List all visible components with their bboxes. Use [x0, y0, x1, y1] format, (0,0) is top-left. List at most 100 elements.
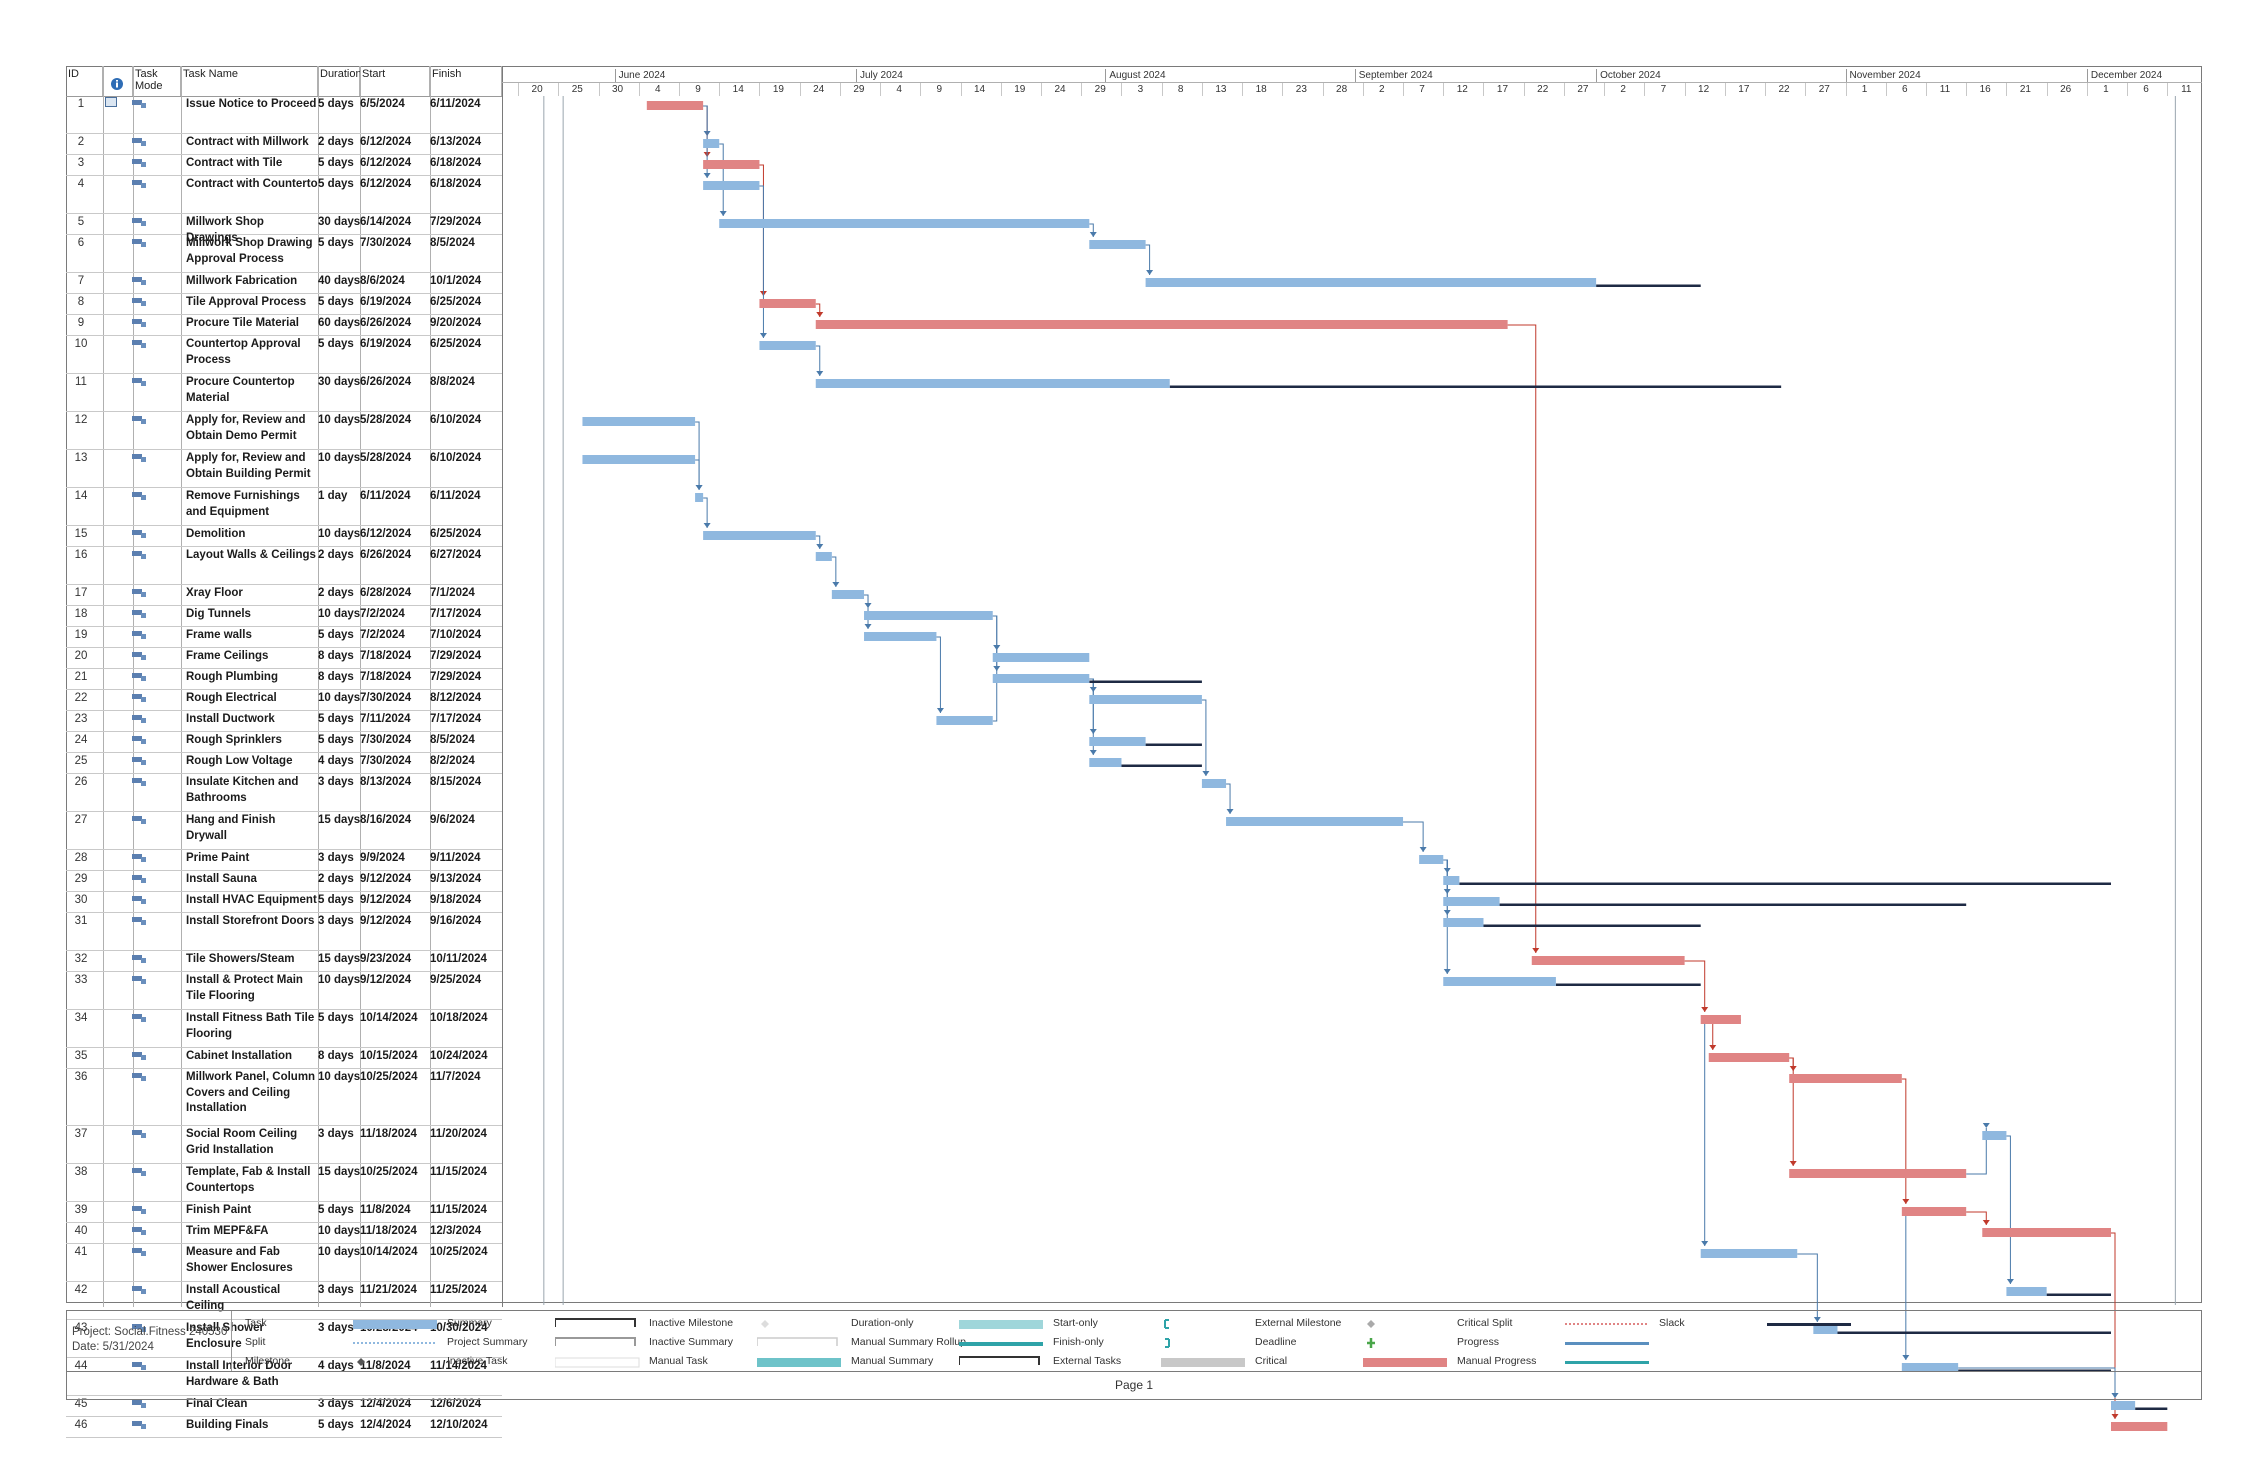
col-header-duration[interactable]: Duration — [318, 66, 362, 96]
task-finish: 9/16/2024 — [430, 915, 482, 927]
table-row[interactable]: 20 Frame Ceilings 8 days 7/18/2024 7/29/2024 — [66, 648, 502, 669]
auto-schedule-icon — [132, 1247, 146, 1256]
table-row[interactable]: 21 Rough Plumbing 8 days 7/18/2024 7/29/2024 — [66, 669, 502, 690]
table-row[interactable]: 15 Demolition 10 days 6/12/2024 6/25/2024 — [66, 526, 502, 547]
legend-label: Inactive Task — [447, 1355, 508, 1367]
col-header-task-name[interactable]: Task Name — [181, 66, 318, 96]
table-row[interactable]: 16 Layout Walls & Ceilings 2 days 6/26/2024… — [66, 547, 502, 585]
table-row[interactable]: 28 Prime Paint 3 days 9/9/2024 9/11/2024 — [66, 850, 502, 871]
table-row[interactable]: 11 Procure Countertop Material 30 days 6/26… — [66, 374, 502, 412]
col-header-id[interactable]: ID — [66, 66, 103, 96]
table-row[interactable]: 33 Install & Protect Main Tile Flooring 10… — [66, 972, 502, 1010]
auto-schedule-icon — [132, 529, 146, 538]
task-name: Rough Electrical — [186, 692, 277, 704]
table-row[interactable]: 12 Apply for, Review and Obtain Demo Perm… — [66, 412, 502, 450]
task-finish: 11/7/2024 — [430, 1071, 481, 1083]
task-id: 34 — [74, 1012, 88, 1024]
task-finish: 9/13/2024 — [430, 873, 482, 885]
table-row[interactable]: 42 Install Acoustical Ceiling 3 days 11/21/… — [66, 1282, 502, 1320]
table-row[interactable]: 6 Millwork Shop Drawing Approval Process 5… — [66, 235, 502, 273]
task-name: Procure Tile Material — [186, 317, 299, 329]
table-row[interactable]: 10 Countertop Approval Process 5 days 6/19/… — [66, 336, 502, 374]
legend-swatch — [1367, 1320, 1375, 1328]
table-row[interactable]: 1 Issue Notice to Proceed 5 days 6/5/2024 6/… — [66, 96, 502, 134]
table-row[interactable]: 44 Install Interior Door Hardware & Bath 4… — [66, 1358, 502, 1396]
table-row[interactable]: 34 Install Fitness Bath Tile Flooring 5 da… — [66, 1010, 502, 1048]
legend-swatch — [357, 1358, 365, 1366]
timescale-month: August 2024 — [1105, 69, 1166, 82]
grid-line — [502, 66, 503, 1307]
notes-indicator-icon[interactable] — [105, 97, 117, 107]
timescale-day: 25 — [558, 83, 595, 96]
col-header-indicators[interactable] — [103, 66, 133, 96]
table-row[interactable]: 24 Rough Sprinklers 5 days 7/30/2024 8/5/202… — [66, 732, 502, 753]
table-row[interactable]: 7 Millwork Fabrication 40 days 8/6/2024 10/1… — [66, 273, 502, 294]
table-row[interactable]: 23 Install Ductwork 5 days 7/11/2024 7/17/20… — [66, 711, 502, 732]
task-bar — [1089, 758, 1122, 767]
table-row[interactable]: 38 Template, Fab & Install Countertops 15 … — [66, 1164, 502, 1202]
task-start: 6/12/2024 — [360, 178, 412, 190]
table-row[interactable]: 40 Trim MEPF&FA 10 days 11/18/2024 12/3/2024 — [66, 1223, 502, 1244]
table-row[interactable]: 5 Millwork Shop Drawings 30 days 6/14/2024 7… — [66, 214, 502, 244]
legend-swatch — [1164, 1319, 1169, 1329]
legend-label: Task — [245, 1317, 267, 1329]
task-id: 27 — [74, 814, 88, 826]
col-header-start[interactable]: Start — [360, 66, 430, 96]
table-row[interactable]: 18 Dig Tunnels 10 days 7/2/2024 7/17/2024 — [66, 606, 502, 627]
table-row[interactable]: 32 Tile Showers/Steam 15 days 9/23/2024 10/1… — [66, 951, 502, 972]
table-row[interactable]: 27 Hang and Finish Drywall 15 days 8/16/202… — [66, 812, 502, 850]
table-row[interactable]: 19 Frame walls 5 days 7/2/2024 7/10/2024 — [66, 627, 502, 648]
task-start: 10/14/2024 — [360, 1012, 418, 1024]
task-duration: 10 days — [318, 974, 361, 986]
table-row[interactable]: 36 Millwork Panel, Column Covers and Ceil… — [66, 1069, 502, 1126]
table-row[interactable]: 37 Social Room Ceiling Grid Installation 3… — [66, 1126, 502, 1164]
table-row[interactable]: 41 Measure and Fab Shower Enclosures 10 da… — [66, 1244, 502, 1282]
table-row[interactable]: 13 Apply for, Review and Obtain Building … — [66, 450, 502, 488]
task-finish: 9/11/2024 — [430, 852, 481, 864]
project-date: Date: 5/31/2024 — [72, 1341, 154, 1353]
table-row[interactable]: 22 Rough Electrical 10 days 7/30/2024 8/12/2… — [66, 690, 502, 711]
task-bar — [759, 341, 816, 350]
table-row[interactable]: 31 Install Storefront Doors 3 days 9/12/202… — [66, 913, 502, 951]
table-row[interactable]: 30 Install HVAC Equipment 5 days 9/12/2024 9… — [66, 892, 502, 913]
table-row[interactable]: 14 Remove Furnishings and Equipment 1 day 6… — [66, 488, 502, 526]
task-bar — [1443, 876, 1460, 885]
legend-label: Project Summary — [447, 1336, 528, 1348]
table-row[interactable]: 45 Final Clean 3 days 12/4/2024 12/6/2024 — [66, 1396, 502, 1417]
table-row[interactable]: 17 Xray Floor 2 days 6/28/2024 7/1/2024 — [66, 585, 502, 606]
table-row[interactable]: 2 Contract with Millwork 2 days 6/12/2024 6/… — [66, 134, 502, 155]
dependency-link — [1789, 1057, 1794, 1166]
table-row[interactable]: 29 Install Sauna 2 days 9/12/2024 9/13/2024 — [66, 871, 502, 892]
task-id: 25 — [74, 755, 88, 767]
dependency-arrow — [1701, 1241, 1709, 1246]
task-duration: 2 days — [318, 873, 354, 885]
task-id: 43 — [74, 1322, 88, 1334]
task-name: Countertop Approval Process — [186, 338, 301, 366]
table-row[interactable]: 8 Tile Approval Process 5 days 6/19/2024 6/2… — [66, 294, 502, 315]
dependency-arrow — [993, 645, 1001, 650]
task-duration: 30 days — [318, 376, 361, 388]
table-row[interactable]: 4 Contract with Counterto 5 days 6/12/2024 6… — [66, 176, 502, 214]
table-row[interactable]: 46 Building Finals 5 days 12/4/2024 12/10/20… — [66, 1417, 502, 1438]
dependency-link — [992, 650, 998, 722]
task-id: 35 — [74, 1050, 88, 1062]
table-row[interactable]: 9 Procure Tile Material 60 days 6/26/2024 9/… — [66, 315, 502, 336]
task-duration: 3 days — [318, 852, 354, 864]
critical-task-bar — [1700, 1015, 1741, 1024]
table-row[interactable]: 26 Insulate Kitchen and Bathrooms 3 days 8/… — [66, 774, 502, 812]
task-start: 7/2/2024 — [360, 629, 405, 641]
table-row[interactable]: 3 Contract with Tile 5 days 6/12/2024 6/18/2… — [66, 155, 502, 176]
table-row[interactable]: 25 Rough Low Voltage 4 days 7/30/2024 8/2/20… — [66, 753, 502, 774]
table-row[interactable]: 35 Cabinet Installation 8 days 10/15/2024 10… — [66, 1048, 502, 1069]
timescale-day: 19 — [1000, 83, 1038, 96]
dependency-link — [1089, 678, 1094, 755]
table-row[interactable]: 39 Finish Paint 5 days 11/8/2024 11/15/2024 — [66, 1202, 502, 1223]
grid-line — [133, 66, 134, 1307]
col-header-finish[interactable]: Finish — [430, 66, 502, 96]
task-duration: 8 days — [318, 1050, 354, 1062]
task-name: Finish Paint — [186, 1204, 252, 1216]
col-header-task-mode[interactable]: Task Mode — [133, 66, 181, 96]
legend-swatch — [959, 1342, 1043, 1346]
dependency-arrow — [703, 523, 711, 528]
